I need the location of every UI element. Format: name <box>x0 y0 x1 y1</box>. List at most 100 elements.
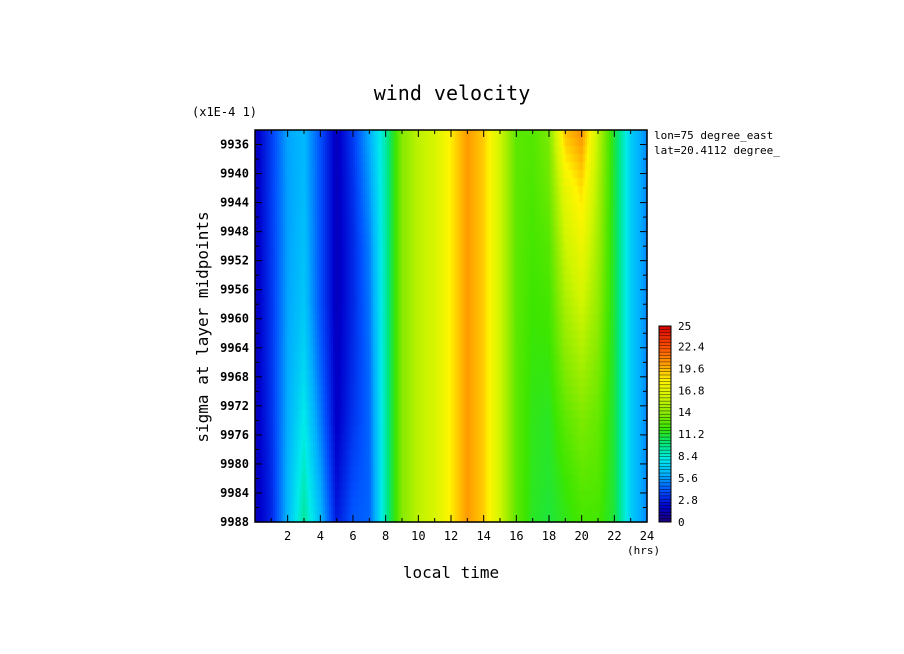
heatmap-cell <box>381 330 384 339</box>
heatmap-cell <box>535 186 538 195</box>
heatmap-cell <box>317 242 320 251</box>
heatmap-cell <box>539 322 542 331</box>
heatmap-cell <box>603 258 606 267</box>
heatmap-cell <box>499 266 502 275</box>
heatmap-cell <box>545 194 548 203</box>
heatmap-cell <box>465 242 468 251</box>
heatmap-cell <box>273 290 276 299</box>
heatmap-cell <box>585 130 588 139</box>
heatmap-cell <box>413 266 416 275</box>
heatmap-cell <box>261 210 264 219</box>
heatmap-cell <box>535 146 538 155</box>
heatmap-cell <box>425 186 428 195</box>
heatmap-cell <box>469 298 472 307</box>
heatmap-cell <box>639 274 642 283</box>
heatmap-cell <box>307 266 310 275</box>
heatmap-cell <box>315 178 318 187</box>
heatmap-cell <box>311 210 314 219</box>
heatmap-cell <box>337 234 340 243</box>
heatmap-cell <box>359 330 362 339</box>
heatmap-cell <box>563 146 566 155</box>
heatmap-cell <box>565 146 568 155</box>
heatmap-cell <box>475 130 478 139</box>
heatmap-cell <box>359 130 362 139</box>
heatmap-cell <box>299 322 302 331</box>
heatmap-cell <box>541 202 544 211</box>
heatmap-cell <box>603 146 606 155</box>
heatmap-cell <box>275 218 278 227</box>
heatmap-cell <box>617 154 620 163</box>
heatmap-cell <box>323 154 326 163</box>
heatmap-cell <box>547 170 550 179</box>
heatmap-cell <box>353 226 356 235</box>
heatmap-cell <box>511 234 514 243</box>
heatmap-cell <box>573 306 576 315</box>
heatmap-cell <box>429 330 432 339</box>
heatmap-cell <box>607 226 610 235</box>
heatmap-cell <box>409 274 412 283</box>
heatmap-cell <box>561 266 564 275</box>
heatmap-cell <box>531 218 534 227</box>
heatmap-cell <box>521 194 524 203</box>
heatmap-cell <box>603 210 606 219</box>
heatmap-cell <box>517 314 520 323</box>
heatmap-cell <box>373 242 376 251</box>
heatmap-cell <box>269 250 272 259</box>
heatmap-cell <box>573 234 576 243</box>
heatmap-cell <box>631 210 634 219</box>
heatmap-cell <box>333 194 336 203</box>
heatmap-cell <box>557 218 560 227</box>
heatmap-cell <box>447 146 450 155</box>
heatmap-cell <box>543 154 546 163</box>
heatmap-cell <box>641 178 644 187</box>
heatmap-cell <box>629 282 632 291</box>
heatmap-cell <box>289 178 292 187</box>
heatmap-cell <box>469 250 472 259</box>
heatmap-cell <box>463 290 466 299</box>
heatmap-cell <box>393 186 396 195</box>
heatmap-cell <box>493 186 496 195</box>
heatmap-cell <box>607 274 610 283</box>
heatmap-cell <box>329 290 332 299</box>
heatmap-cell <box>361 226 364 235</box>
heatmap-cell <box>545 266 548 275</box>
heatmap-cell <box>359 274 362 283</box>
heatmap-cell <box>613 210 616 219</box>
heatmap-cell <box>317 202 320 211</box>
heatmap-cell <box>539 130 542 139</box>
heatmap-cell <box>583 250 586 259</box>
heatmap-cell <box>635 210 638 219</box>
heatmap-cell <box>441 130 444 139</box>
heatmap-cell <box>507 210 510 219</box>
heatmap-cell <box>511 170 514 179</box>
heatmap-cell <box>333 282 336 291</box>
heatmap-cell <box>329 314 332 323</box>
heatmap-cell <box>445 266 448 275</box>
heatmap-cell <box>389 210 392 219</box>
heatmap-cell <box>507 266 510 275</box>
heatmap-cell <box>573 266 576 275</box>
heatmap-cell <box>495 226 498 235</box>
heatmap-cell <box>323 322 326 331</box>
heatmap-cell <box>491 242 494 251</box>
heatmap-cell <box>503 202 506 211</box>
heatmap-cell <box>597 194 600 203</box>
heatmap-cell <box>409 314 412 323</box>
heatmap-cell <box>423 282 426 291</box>
heatmap-cell <box>347 210 350 219</box>
heatmap-cell <box>493 194 496 203</box>
heatmap-cell <box>301 322 304 331</box>
heatmap-cell <box>389 194 392 203</box>
heatmap-cell <box>375 154 378 163</box>
heatmap-cell <box>463 186 466 195</box>
heatmap-cell <box>339 266 342 275</box>
heatmap-cell <box>407 162 410 171</box>
heatmap-cell <box>507 146 510 155</box>
heatmap-cell <box>299 250 302 259</box>
heatmap-cell <box>363 210 366 219</box>
heatmap-cell <box>605 194 608 203</box>
heatmap-cell <box>389 306 392 315</box>
heatmap-cell <box>461 306 464 315</box>
heatmap-cell <box>315 314 318 323</box>
heatmap-cell <box>399 242 402 251</box>
